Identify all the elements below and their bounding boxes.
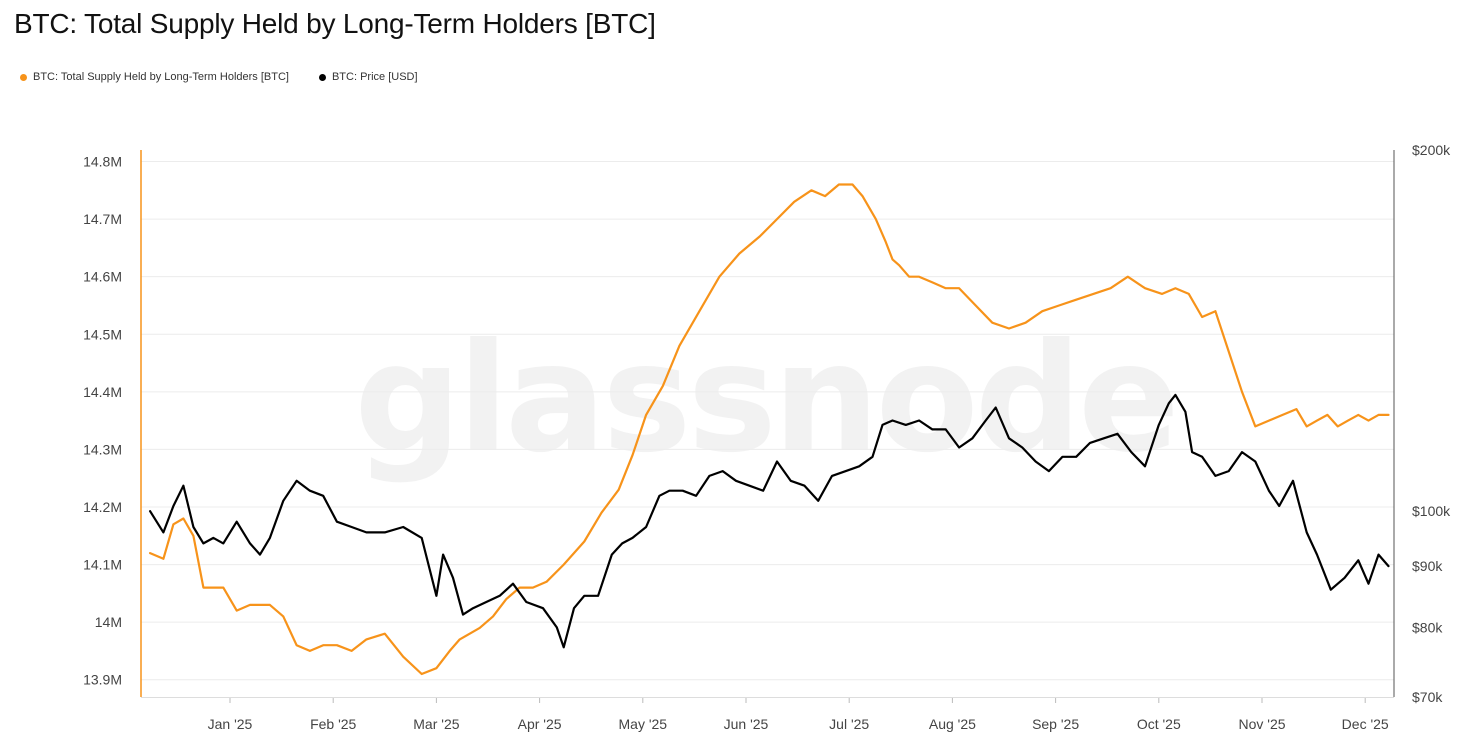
legend-label-price: BTC: Price [USD] [331,71,418,83]
legend-item-price[interactable]: BTC: Price [USD] [318,71,418,83]
y-left-tick-label: 14.2M [83,499,122,515]
legend-dot-price [318,73,326,81]
series-line-btc-price[interactable] [149,393,1390,649]
tick-labels: 13.9M 14M 14.1M 14.2M 14.3M 14.4M 14.5M 14.6M 14… [83,142,1451,732]
y-left-tick-label: 14.5M [83,326,122,342]
x-tick-label: Feb '25 [310,716,356,732]
chart-title: BTC: Total Supply Held by Long-Term Hold… [14,8,656,39]
y-right-tick-label: $200k [1412,142,1451,158]
x-tick-label: May '25 [619,716,668,732]
x-tick-label: Sep '25 [1032,716,1079,732]
x-tick-label: Jul '25 [829,716,869,732]
x-tick-label: Jun '25 [724,716,769,732]
series-line-lth-supply[interactable] [149,183,1390,676]
x-tick-label: Aug '25 [929,716,976,732]
y-left-tick-label: 13.9M [83,672,122,688]
y-left-tick-label: 14.1M [83,557,122,573]
x-tick-label: Apr '25 [518,716,562,732]
x-tick-label: Dec '25 [1342,716,1389,732]
x-tick-label: Oct '25 [1137,716,1181,732]
y-right-tick-label: $100k [1412,503,1451,519]
series-lines [149,183,1390,676]
y-left-tick-label: 14M [95,614,122,630]
y-left-tick-label: 14.8M [83,154,122,170]
x-tick-label: Nov '25 [1238,716,1285,732]
x-tick-label: Jan '25 [208,716,253,732]
x-tick-label: Mar '25 [413,716,459,732]
y-right-tick-label: $90k [1412,558,1443,574]
y-left-tick-label: 14.4M [83,384,122,400]
grid-lines [141,161,1394,681]
y-left-tick-label: 14.3M [83,441,122,457]
legend-dot-supply [20,73,27,81]
y-left-tick-label: 14.7M [83,211,122,227]
axes [140,150,1395,703]
legend: BTC: Total Supply Held by Long-Term Hold… [20,71,448,83]
legend-label-supply: BTC: Total Supply Held by Long-Term Hold… [33,71,289,83]
y-right-tick-label: $70k [1412,689,1443,705]
legend-item-supply[interactable]: BTC: Total Supply Held by Long-Term Hold… [20,71,289,83]
y-right-tick-label: $80k [1412,619,1443,635]
watermark-text: glassnode [354,312,1176,486]
y-left-tick-label: 14.6M [83,269,122,285]
